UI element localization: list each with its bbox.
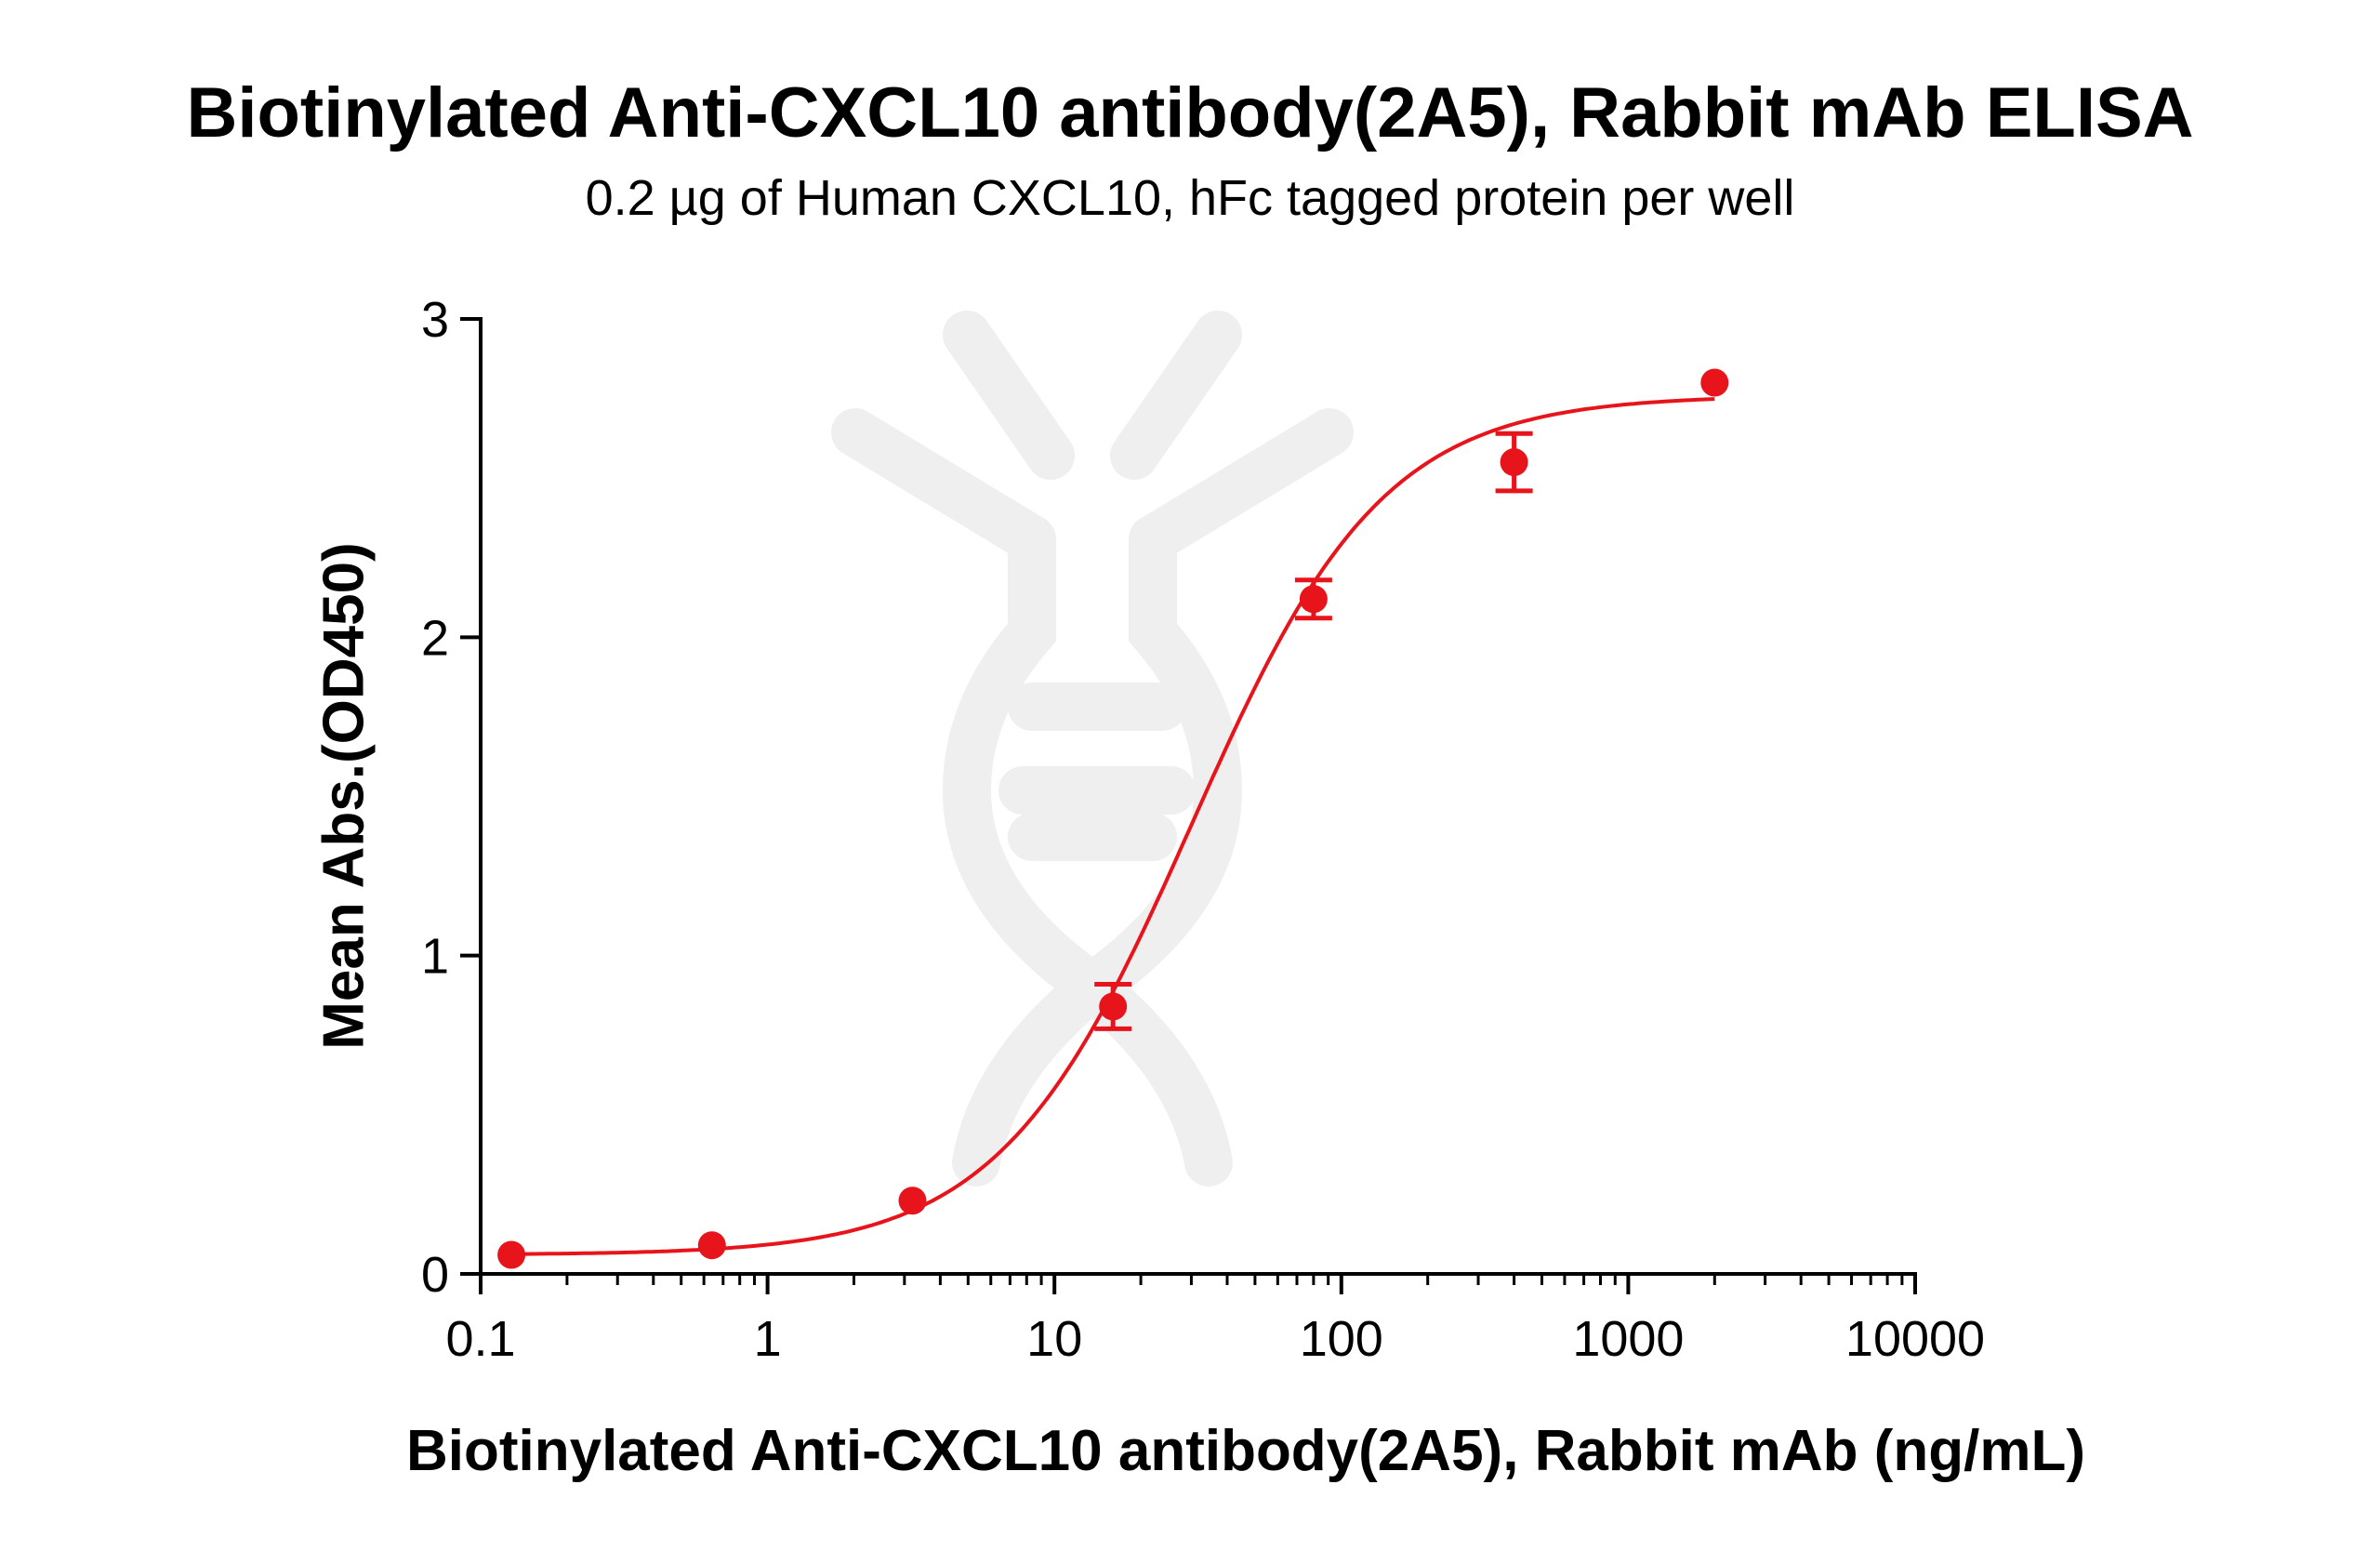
- x-tick-label: 10: [1026, 1311, 1082, 1367]
- data-point: [697, 1231, 726, 1260]
- x-tick-label: 1: [754, 1311, 782, 1367]
- y-tick-label: 3: [421, 292, 449, 348]
- x-tick-label: 1000: [1572, 1311, 1684, 1367]
- y-tick-label: 1: [421, 929, 449, 985]
- data-point: [1299, 585, 1328, 614]
- x-tick-label: 10000: [1845, 1311, 1985, 1367]
- y-tick-label: 2: [421, 610, 449, 666]
- data-point: [1099, 992, 1128, 1021]
- x-tick-label: 0.1: [445, 1311, 515, 1367]
- x-axis-label: Biotinylated Anti-CXCL10 antibody(2A5), …: [405, 1419, 2086, 1483]
- data-point: [497, 1240, 526, 1269]
- data-point: [898, 1186, 927, 1215]
- chart-subtitle: 0.2 µg of Human CXCL10, hFc tagged prote…: [585, 170, 1795, 226]
- data-point: [1500, 448, 1528, 477]
- x-tick-label: 100: [1300, 1311, 1383, 1367]
- y-tick-label: 0: [421, 1247, 449, 1303]
- watermark-logo: [831, 311, 1354, 1186]
- chart-title: Biotinylated Anti-CXCL10 antibody(2A5), …: [186, 73, 2194, 152]
- data-point: [1700, 368, 1729, 397]
